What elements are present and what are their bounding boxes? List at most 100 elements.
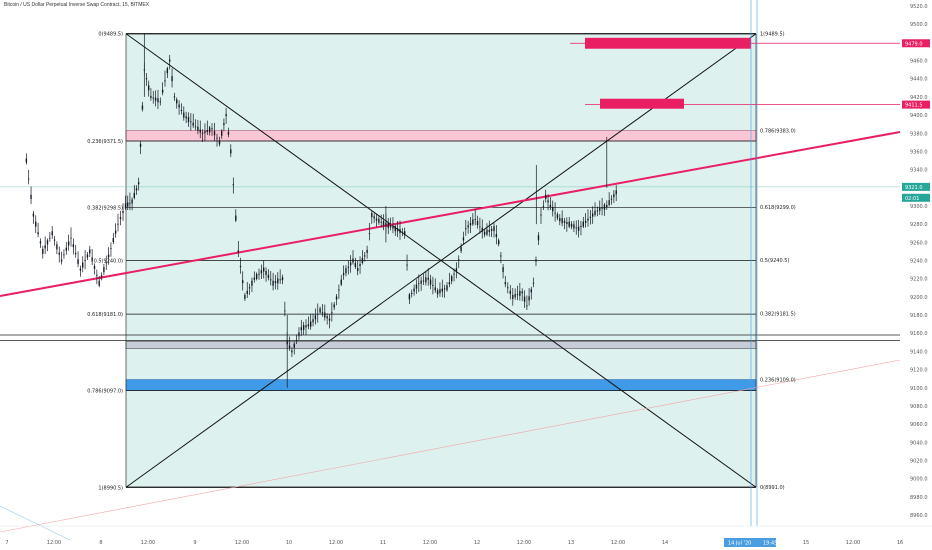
candle-body [587,218,589,221]
candle-body [615,190,617,195]
time-tick-label: 16 [897,540,903,546]
candle-body [44,245,46,249]
candle-body [183,112,185,118]
time-tick-label: 10 [286,540,292,546]
candle-body [246,290,248,294]
candle-body [573,224,575,229]
date-badge [724,538,776,547]
candle-body [451,276,453,282]
price-tick-label: 9120.0 [910,368,928,374]
price-tag [902,193,930,202]
fib-zone-blue [125,379,757,391]
candle-body [107,254,110,258]
candle-body [159,101,161,103]
price-tick-label: 9040.0 [910,440,928,446]
candle-body [601,207,603,209]
price-axis[interactable]: 8960.0 8980.0 9000.0 9020.0 9040.0 9060.0 9080… [910,4,928,519]
price-tick-label: 8980.0 [910,495,928,501]
candle-body [570,223,573,227]
candle-body [79,268,82,271]
candle-body [293,343,295,348]
candle-body [105,262,107,264]
candle-body [84,260,86,261]
candle-body [394,226,396,232]
candle-body [100,275,103,278]
candle-body [272,280,274,286]
fib-label-left: 1(8990.5) [98,485,123,491]
candle-body [460,247,462,252]
candle-body [124,203,127,209]
trend-line-faint [0,359,901,533]
candle-body [192,122,194,126]
candle-body [469,223,472,226]
candle-body [535,259,537,262]
time-axis[interactable]: 7 12:00 8 12:00 9 12:00 10 12:00 11 12:00 12 12:00 1… [0,525,932,547]
candle-body [230,149,232,154]
price-tick-label: 9020.0 [910,458,928,464]
candle-body [331,312,333,314]
candle-body [56,244,58,250]
candle-body [248,287,251,289]
candle-body [493,226,495,232]
price-tick-label: 9260.0 [910,240,928,246]
candle-body [51,231,53,236]
candle-body [267,274,270,278]
candle-body [375,218,378,221]
candle-body [129,202,131,204]
time-tick-label: 15 [803,540,809,546]
candle-body [476,221,479,226]
candle-body [42,248,44,254]
candle-body [422,280,425,282]
price-tag-text: 9479.0 [905,41,923,47]
candle-body [549,204,552,207]
candle-body [425,277,427,283]
time-tick-label: 7 [5,540,8,546]
candle-body [340,279,342,285]
trend-lines [0,0,901,541]
candle-body [211,128,213,130]
time-tick-label: 12:00 [517,540,531,546]
candle-body [208,127,211,133]
candle-body [429,279,432,285]
price-series [25,33,617,388]
candle-body [227,131,230,135]
candle-body [312,319,314,323]
candle-body [213,131,216,136]
candle-body [502,267,504,273]
candle-body [199,129,201,133]
candle-body [462,237,465,241]
candle-body [135,188,138,191]
candle-body [328,318,331,321]
candle-body [380,221,382,223]
candle-body [288,345,291,348]
candle-body [559,218,561,222]
price-tick-label: 9440.0 [910,77,928,83]
candle-body [117,223,119,225]
fib-label-right: 0.382(9181.5) [760,312,796,318]
candle-body [112,238,114,243]
candle-body [507,287,509,289]
fib-zone-pink [125,130,757,142]
candle-body [589,216,592,218]
candle-body [49,237,51,239]
time-tick-label: 14 [662,540,668,546]
candle-body [302,325,305,331]
candle-body [554,212,556,214]
candle-body [173,96,176,98]
candle-body [110,248,112,249]
price-tag-text: 02:01 [905,196,919,202]
candle-body [488,229,490,232]
candle-body [599,207,601,211]
candle-body [556,214,559,219]
candle-body [137,182,140,185]
candle-body [253,277,255,280]
candle-body [72,244,75,248]
candle-body [237,250,240,253]
time-tick-label: 12:00 [611,540,625,546]
diagonal-up [125,33,757,488]
candle-body [582,221,584,227]
candle-body [133,192,135,198]
candle-body [432,284,434,286]
candle-body [70,237,72,239]
